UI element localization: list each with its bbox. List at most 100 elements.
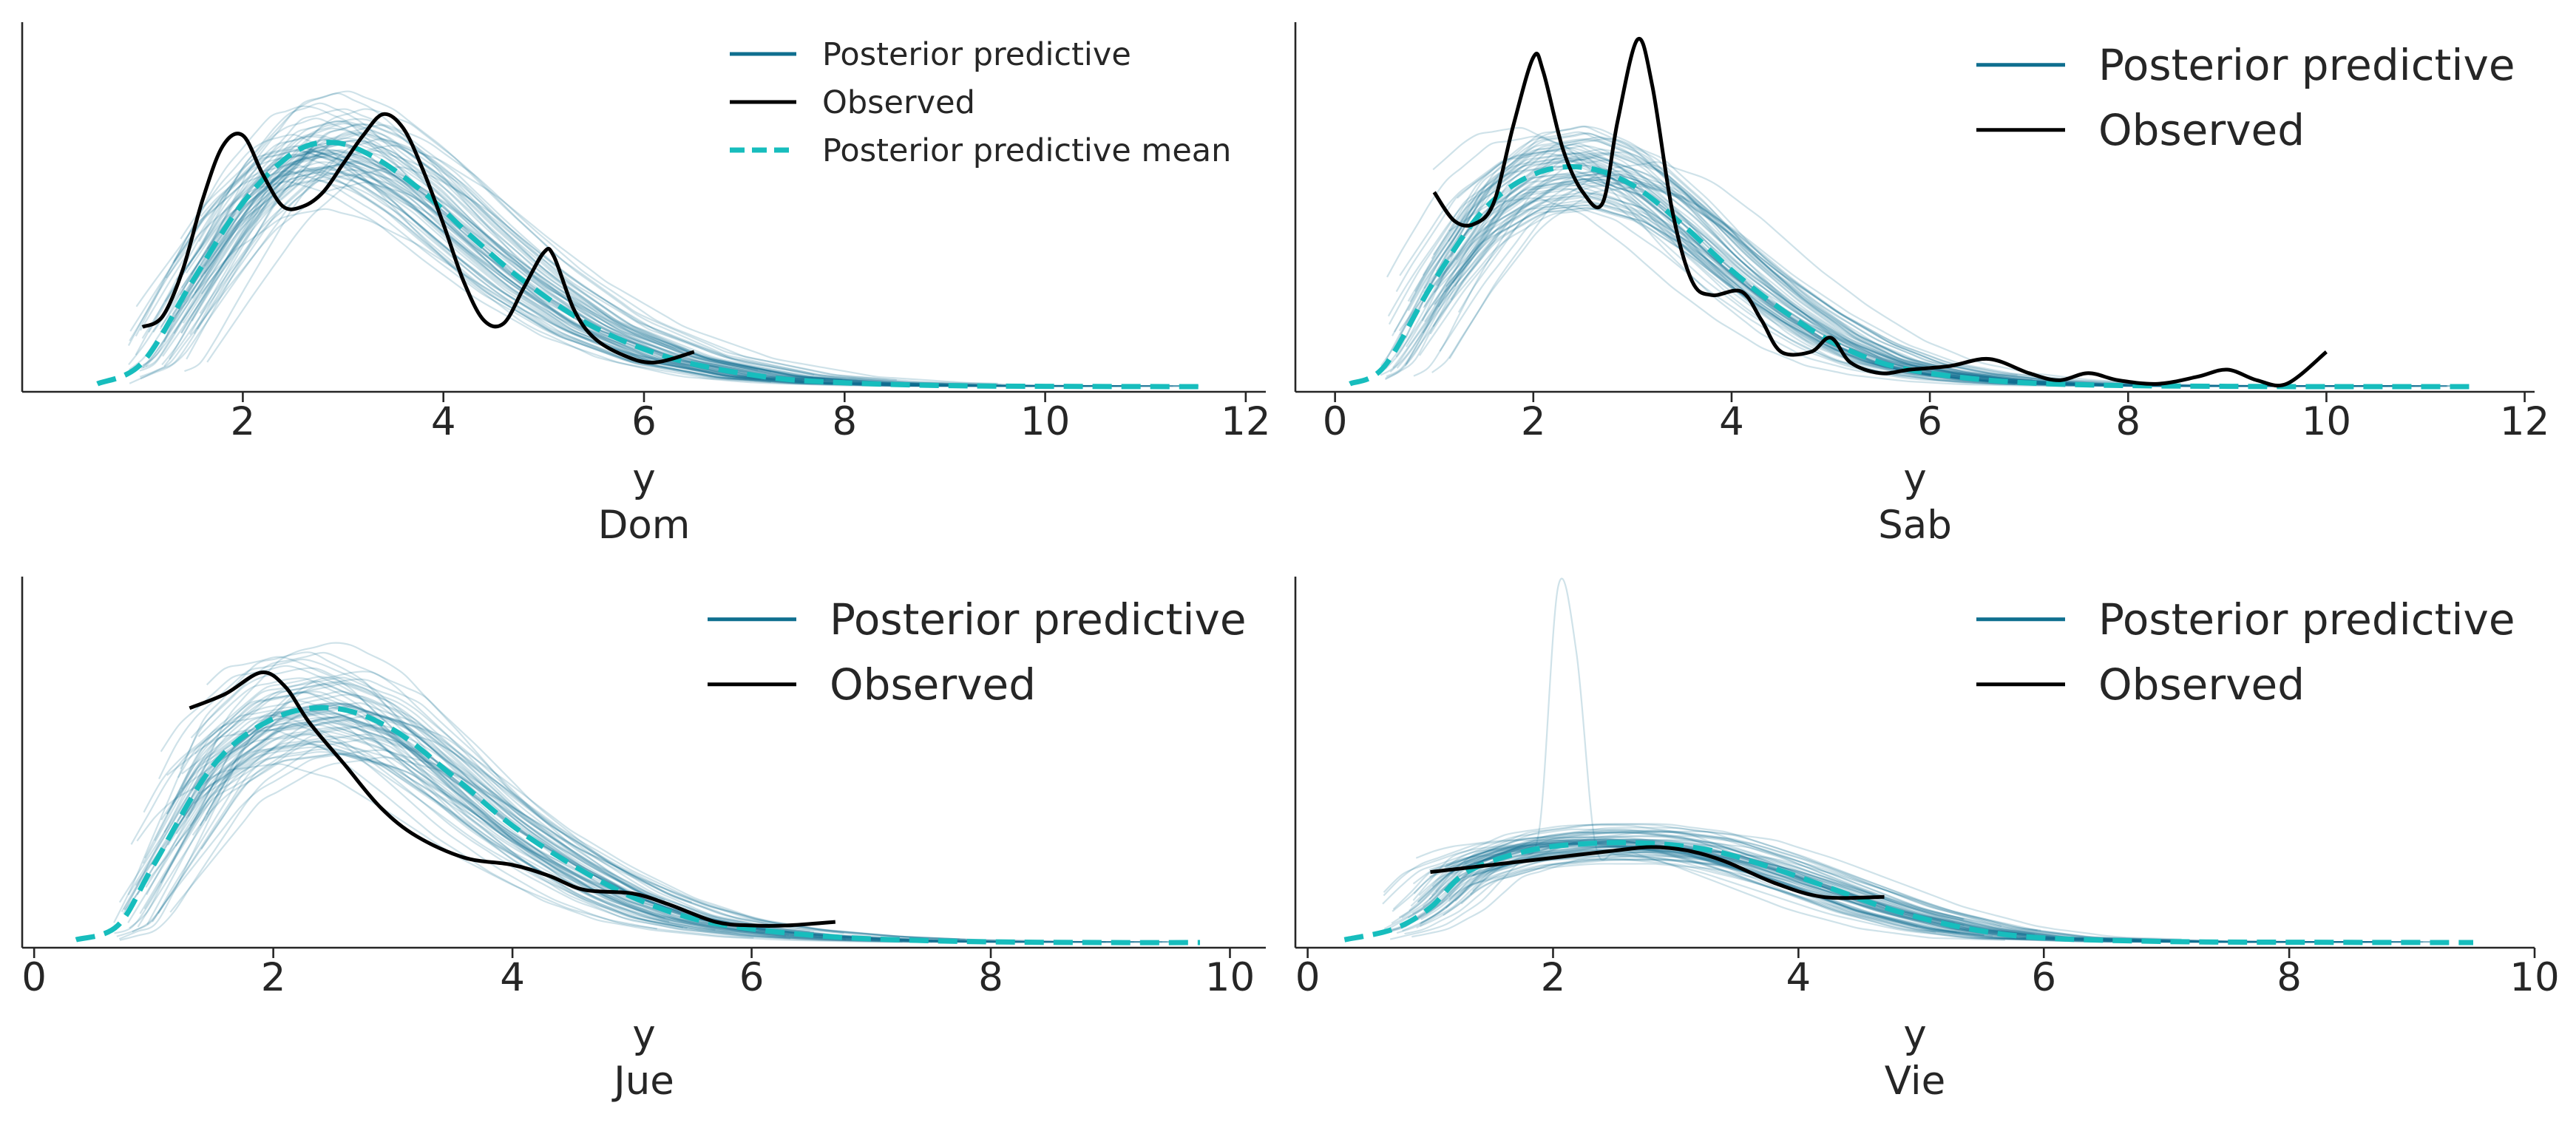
posterior-predictive-curve: [160, 149, 1034, 387]
x-tick-label: 0: [21, 955, 47, 1000]
posterior-predictive-curve: [136, 763, 657, 930]
posterior-predictive-curve: [169, 756, 960, 940]
posterior-predictive-curve: [146, 703, 882, 942]
posterior-predictive-curve: [186, 139, 924, 387]
posterior-predictive-curve: [143, 702, 844, 934]
posterior-predictive-curve: [135, 105, 904, 387]
posterior-predictive-curve: [1411, 823, 2002, 928]
posterior-predictive-curve: [1448, 846, 2278, 943]
x-tick-label: 4: [500, 955, 525, 1000]
x-tick-label: 4: [431, 399, 456, 444]
x-tick-label: 6: [739, 955, 765, 1000]
posterior-predictive-curve: [166, 733, 670, 923]
legend-label: Observed: [2098, 659, 2305, 710]
posterior-predictive-curve: [130, 706, 688, 929]
posterior-predictive-curve: [1437, 201, 2197, 387]
posterior-predictive-curve: [154, 700, 944, 943]
posterior-predictive-curve: [197, 677, 791, 940]
posterior-predictive-curve: [187, 722, 691, 916]
posterior-predictive-curve: [1432, 159, 2192, 387]
posterior-predictive-curve: [200, 160, 1090, 387]
posterior-predictive-curve: [200, 161, 818, 384]
posterior-predictive-curve: [200, 120, 759, 371]
legend: Posterior predictive Observed: [1976, 594, 2515, 710]
posterior-predictive-curve: [166, 729, 903, 943]
posterior-predictive-curve: [1458, 858, 1993, 937]
legend-label: Observed: [2098, 105, 2305, 155]
posterior-predictive-curve: [1452, 149, 2108, 386]
posterior-predictive-curve: [1386, 135, 2175, 387]
posterior-predictive-curve: [190, 152, 748, 373]
legend-label: Posterior predictive: [830, 594, 1247, 645]
x-tick-label: 8: [2277, 955, 2302, 1000]
x-tick-label: 8: [2115, 399, 2141, 444]
posterior-predictive-curve: [1433, 207, 2163, 387]
observed-line: [1430, 845, 1885, 900]
posterior-predictive-curve: [1404, 829, 2178, 942]
posterior-predictive-curve: [205, 678, 1013, 943]
posterior-predictive-curve: [180, 155, 829, 384]
posterior-predictive-curve: [1413, 842, 1985, 937]
posterior-predictive-curve: [1465, 846, 2368, 943]
posterior-predictive-curve: [206, 168, 840, 385]
posterior-predictive-curve: [1449, 145, 2061, 385]
posterior-predictive-curve: [162, 160, 1036, 387]
posterior-predictive-curve: [139, 181, 953, 386]
posterior-predictive-curve: [1448, 859, 1965, 926]
posterior-predictive-curve: [193, 123, 827, 381]
posterior-predictive-curve: [1435, 824, 2209, 943]
posterior-predictive-curve: [169, 179, 771, 383]
posterior-predictive-curve: [1435, 152, 2373, 387]
posterior-predictive-curve: [172, 680, 765, 934]
x-tick-label: 12: [2500, 399, 2549, 444]
posterior-predictive-curve: [1392, 842, 2112, 943]
posterior-predictive-curve: [183, 169, 921, 387]
posterior-predictive-curve: [1444, 839, 1960, 934]
posterior-predictive-curve: [1392, 152, 2106, 386]
posterior-predictive-curve: [191, 681, 677, 907]
posterior-predictive-curve: [1407, 829, 2311, 943]
posterior-predictive-curve: [1445, 839, 2036, 935]
x-tick-label: 0: [1295, 955, 1321, 1000]
posterior-predictive-curve: [1457, 148, 2127, 387]
posterior-predictive-curve: [1385, 157, 2175, 387]
x-axis-label: y: [632, 456, 655, 501]
posterior-predictive-curve: [1399, 152, 2277, 387]
panel-title: Sab: [1878, 503, 1952, 548]
posterior-predictive-curve: [197, 149, 815, 376]
posterior-predictive-curve: [1392, 177, 2018, 376]
posterior-predictive-mean-line: [75, 704, 1201, 945]
posterior-predictive-curve: [167, 740, 957, 943]
x-tick-label: 6: [2031, 955, 2056, 1000]
posterior-predictive-curve: [1412, 843, 1984, 936]
x-tick-label: 10: [1205, 955, 1255, 1000]
posterior-predictive-curve: [1420, 188, 2016, 385]
posterior-predictive-curve: [1423, 181, 2376, 387]
legend-label: Posterior predictive: [2098, 594, 2515, 645]
posterior-predictive-curve: [175, 166, 1019, 387]
posterior-predictive-curve: [116, 710, 781, 937]
posterior-predictive-curve: [180, 108, 843, 381]
legend: Posterior predictive Observed Posterior pr…: [730, 36, 1231, 169]
posterior-predictive-curve: [1418, 180, 2149, 385]
legend-label: Posterior predictive: [2098, 40, 2515, 90]
x-tick-label: 10: [1020, 399, 1070, 444]
legend: Posterior predictive Observed: [708, 594, 1247, 710]
x-tick-label: 10: [2302, 399, 2351, 444]
posterior-predictive-curve: [1448, 197, 2431, 387]
observed-line: [141, 112, 695, 364]
panel-title: Dom: [598, 503, 691, 548]
posterior-predictive-curve: [127, 134, 1137, 387]
posterior-predictive-curve: [1423, 164, 2406, 387]
posterior-predictive-curve: [1435, 139, 2448, 387]
posterior-predictive-curve: [141, 150, 1136, 387]
posterior-predictive-curve: [1429, 170, 2041, 380]
posterior-predictive-curve: [173, 150, 762, 381]
posterior-predictive-curve: [1455, 188, 2021, 385]
posterior-predictive-curve: [1422, 132, 2033, 381]
posterior-predictive-curve: [135, 170, 844, 385]
posterior-predictive-curve: [157, 713, 966, 940]
